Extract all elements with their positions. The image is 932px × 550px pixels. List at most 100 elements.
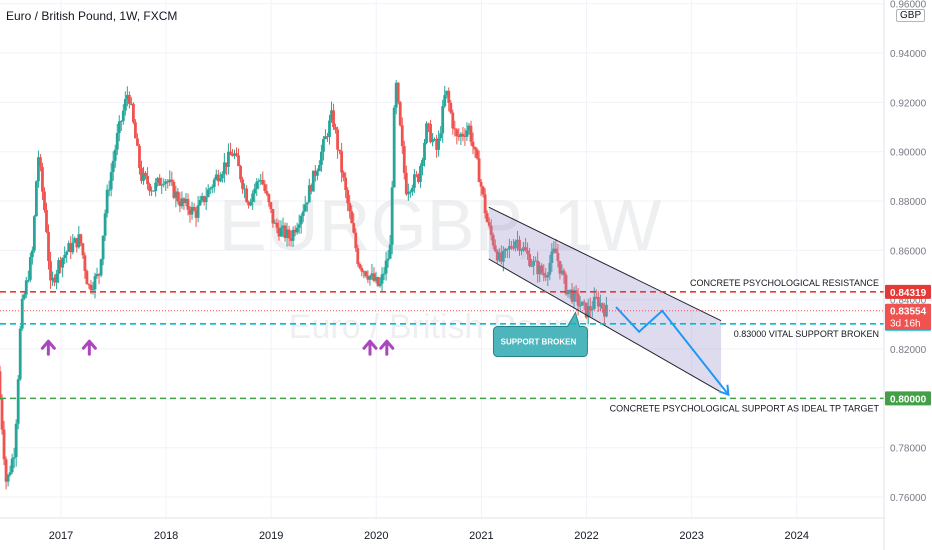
candle-body bbox=[588, 306, 592, 310]
candle-body bbox=[552, 248, 556, 252]
candle-body bbox=[148, 184, 151, 191]
candle-body bbox=[79, 234, 83, 244]
candle-body bbox=[28, 257, 32, 280]
candle-body bbox=[447, 90, 451, 103]
candle-body bbox=[451, 112, 455, 129]
arrow-marker-icon bbox=[81, 339, 97, 356]
candle-body bbox=[425, 123, 428, 143]
candle-body bbox=[322, 139, 325, 152]
candle-body bbox=[297, 224, 301, 228]
candle-body bbox=[233, 153, 236, 156]
candle-body bbox=[172, 181, 176, 198]
candle-body bbox=[16, 379, 20, 424]
channel-upper-line bbox=[488, 206, 722, 322]
candle-body bbox=[510, 245, 513, 248]
candle-body bbox=[299, 215, 303, 225]
time-tick-label: 2018 bbox=[154, 530, 178, 542]
candle-body bbox=[344, 177, 348, 191]
candle-body bbox=[602, 308, 606, 317]
symbol-title[interactable]: Euro / British Pound, 1W, FXCM bbox=[6, 9, 178, 23]
channel-lower-line bbox=[488, 258, 722, 393]
candle-body bbox=[465, 130, 469, 137]
candle-body bbox=[594, 296, 598, 298]
candle-body bbox=[245, 188, 249, 202]
candle-body bbox=[372, 273, 376, 281]
candle-body bbox=[166, 181, 170, 183]
candle-body bbox=[560, 270, 564, 274]
candle-body bbox=[348, 203, 352, 212]
candle-body bbox=[487, 222, 491, 226]
candle-body bbox=[483, 194, 487, 214]
candle-body bbox=[18, 328, 22, 380]
candle-body bbox=[437, 138, 441, 150]
candle-body bbox=[352, 223, 356, 233]
candle-body bbox=[77, 234, 81, 248]
candle-body bbox=[338, 149, 341, 152]
candle-body bbox=[136, 138, 139, 146]
candle-body bbox=[188, 209, 192, 215]
time-tick-label: 2020 bbox=[364, 530, 388, 542]
candle-body bbox=[34, 181, 38, 217]
candle-body bbox=[477, 158, 481, 183]
projection-arrowhead bbox=[718, 384, 730, 397]
candle-body bbox=[214, 174, 218, 180]
candle-body bbox=[144, 172, 147, 176]
candle-body bbox=[584, 302, 588, 318]
candle-body bbox=[459, 133, 463, 137]
currency-button[interactable]: GBP bbox=[896, 9, 926, 22]
candle-body bbox=[390, 187, 394, 245]
candle-body bbox=[259, 179, 263, 181]
candle-body bbox=[156, 177, 160, 183]
candle-body bbox=[281, 225, 285, 228]
candle-body bbox=[586, 306, 590, 318]
candle-body bbox=[111, 160, 115, 173]
candle-body bbox=[208, 188, 212, 190]
candle-body bbox=[378, 283, 382, 286]
candle-body bbox=[123, 99, 127, 111]
candle-body bbox=[370, 273, 374, 276]
candle-body bbox=[115, 133, 119, 150]
candle-body bbox=[37, 157, 40, 182]
candle-body bbox=[97, 274, 101, 276]
price-tick-label: 0.92000 bbox=[890, 98, 927, 109]
candle-body bbox=[580, 301, 584, 306]
candle-body bbox=[41, 167, 44, 192]
candle-body bbox=[421, 159, 424, 167]
candle-body bbox=[12, 457, 16, 459]
candle-body bbox=[247, 201, 251, 206]
candle-body bbox=[441, 106, 445, 134]
candle-body bbox=[212, 179, 216, 187]
candle-body bbox=[408, 191, 412, 193]
candle-body bbox=[542, 272, 546, 276]
candle-body bbox=[216, 174, 220, 182]
candle-body bbox=[415, 174, 418, 176]
candle-body bbox=[518, 239, 521, 251]
candle-body bbox=[150, 190, 154, 192]
candle-body bbox=[22, 294, 26, 299]
candle-body bbox=[127, 95, 131, 104]
candle-body bbox=[162, 183, 166, 185]
candle-body bbox=[65, 251, 69, 255]
candle-body bbox=[0, 398, 4, 430]
candle-body bbox=[146, 175, 149, 185]
candle-body bbox=[121, 110, 125, 121]
candle-body bbox=[491, 235, 495, 246]
candle-body bbox=[2, 429, 6, 460]
candle-body bbox=[358, 263, 362, 269]
candle-body bbox=[592, 296, 596, 309]
candle-body bbox=[43, 191, 46, 211]
candle-body bbox=[249, 201, 253, 206]
candle-body bbox=[61, 258, 65, 268]
support-level-label: 0.83000 VITAL SUPPORT BROKEN bbox=[734, 329, 879, 339]
candle-body bbox=[396, 82, 400, 103]
candle-body bbox=[558, 260, 562, 274]
candle-body bbox=[289, 238, 293, 241]
candle-body bbox=[528, 253, 532, 267]
candle-body bbox=[311, 170, 315, 192]
candle-body bbox=[83, 255, 87, 271]
candle-body bbox=[129, 103, 133, 105]
candle-body bbox=[99, 259, 103, 276]
candle-body bbox=[190, 206, 194, 215]
candle-body bbox=[192, 206, 196, 211]
